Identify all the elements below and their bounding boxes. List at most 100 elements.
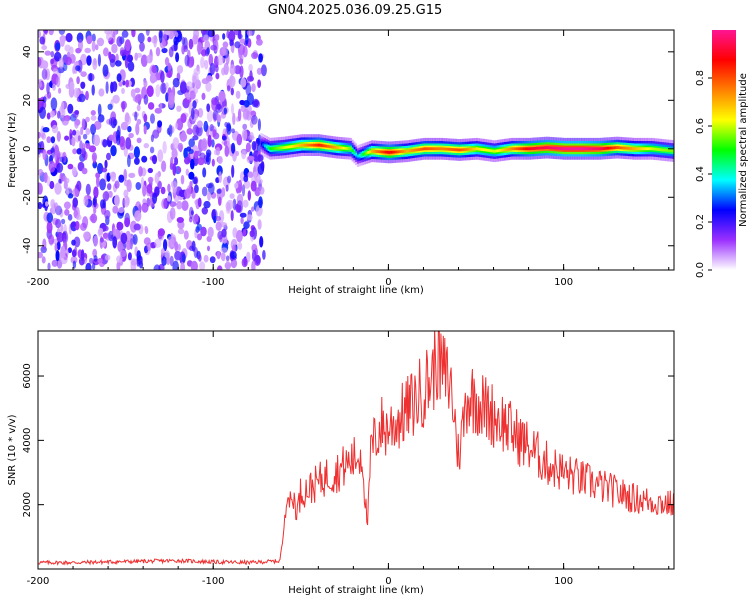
noise-speckle	[188, 148, 194, 155]
noise-speckle	[91, 152, 97, 162]
spectrogram-y-label: Frequency (Hz)	[7, 112, 18, 188]
ridge-cell	[309, 143, 312, 147]
snr-y-tick-label: 2000	[22, 492, 33, 517]
noise-speckle	[39, 106, 46, 120]
spectrogram-y-tick-label: -40	[22, 238, 33, 254]
noise-speckle	[52, 83, 56, 91]
noise-speckle	[202, 167, 207, 178]
noise-speckle	[92, 198, 96, 206]
ridge-cell	[619, 146, 622, 150]
noise-speckle	[209, 256, 216, 264]
noise-speckle	[216, 188, 222, 194]
ridge-cell	[334, 145, 337, 149]
ridge-cell	[455, 148, 457, 152]
noise-speckle	[241, 128, 248, 141]
noise-speckle	[186, 81, 194, 90]
ridge-cell	[458, 148, 461, 152]
noise-speckle	[216, 113, 220, 123]
noise-speckle	[218, 90, 226, 102]
noise-speckle	[100, 237, 104, 243]
noise-speckle	[61, 218, 66, 225]
ridge-cell	[586, 147, 589, 151]
ridge-cell	[281, 146, 284, 150]
noise-speckle	[108, 51, 112, 60]
noise-speckle	[84, 47, 91, 54]
noise-speckle	[247, 155, 255, 161]
noise-speckle	[147, 167, 153, 174]
noise-speckle	[69, 81, 75, 91]
ridge-cell	[279, 146, 282, 150]
ridge-cell	[518, 147, 521, 151]
noise-speckle	[147, 102, 155, 110]
ridge-cell	[405, 149, 408, 153]
ridge-cell	[313, 143, 316, 147]
ridge-cell	[262, 143, 265, 147]
noise-speckle	[124, 114, 132, 126]
noise-speckle	[194, 150, 199, 159]
noise-speckle	[251, 206, 255, 212]
noise-speckle	[96, 174, 100, 188]
noise-speckle	[172, 137, 180, 150]
ridge-cell	[283, 146, 286, 149]
noise-speckle	[74, 119, 81, 126]
ridge-cell	[335, 146, 338, 149]
noise-speckle	[116, 134, 121, 146]
noise-speckle	[50, 136, 56, 144]
noise-speckle	[82, 142, 86, 151]
noise-speckle	[131, 30, 136, 38]
noise-speckle	[172, 181, 178, 193]
noise-speckle	[245, 142, 251, 153]
spectrogram-noise-region	[38, 30, 267, 270]
ridge-cell	[469, 147, 471, 151]
ridge-cell	[374, 150, 377, 153]
noise-speckle	[221, 187, 226, 198]
ridge-cell	[451, 148, 454, 151]
noise-speckle	[262, 249, 266, 260]
noise-speckle	[247, 135, 255, 141]
ridge-cell	[421, 147, 424, 151]
noise-speckle	[85, 262, 92, 270]
noise-speckle	[200, 56, 205, 69]
noise-speckle	[42, 149, 47, 161]
noise-speckle	[93, 186, 99, 199]
noise-speckle	[237, 242, 243, 250]
noise-speckle	[186, 93, 191, 100]
ridge-cell	[498, 149, 501, 152]
noise-speckle	[242, 199, 249, 208]
noise-speckle	[120, 142, 126, 151]
ridge-cell	[537, 146, 540, 150]
ridge-cell	[292, 144, 294, 148]
ridge-cell	[605, 146, 608, 150]
ridge-cell	[614, 146, 617, 150]
ridge-cell	[339, 146, 342, 150]
ridge-cell	[356, 154, 359, 158]
noise-speckle	[211, 158, 215, 167]
ridge-cell	[427, 147, 429, 151]
ridge-cell	[502, 148, 505, 152]
noise-speckle	[236, 229, 243, 243]
noise-speckle	[140, 176, 145, 190]
noise-speckle	[147, 176, 154, 183]
ridge-cell	[610, 146, 613, 150]
noise-speckle	[61, 117, 69, 126]
noise-speckle	[177, 228, 185, 235]
noise-speckle	[120, 100, 127, 110]
ridge-cell	[589, 147, 592, 151]
ridge-cell	[353, 151, 356, 154]
noise-speckle	[38, 56, 42, 67]
spectrogram-x-ticks: -200 -100 0 100	[27, 30, 670, 288]
ridge-cell	[388, 151, 391, 154]
noise-speckle	[181, 200, 189, 212]
noise-speckle	[60, 255, 68, 265]
noise-speckle	[234, 182, 239, 189]
noise-speckle	[41, 68, 48, 80]
colorbar-tick-label: 0.6	[695, 118, 706, 134]
ridge-cell	[341, 146, 344, 150]
noise-speckle	[55, 42, 61, 51]
noise-speckle	[179, 81, 188, 94]
noise-speckle	[242, 45, 248, 58]
noise-speckle	[127, 54, 133, 63]
ridge-cell	[332, 145, 335, 149]
ridge-cell	[460, 148, 463, 152]
